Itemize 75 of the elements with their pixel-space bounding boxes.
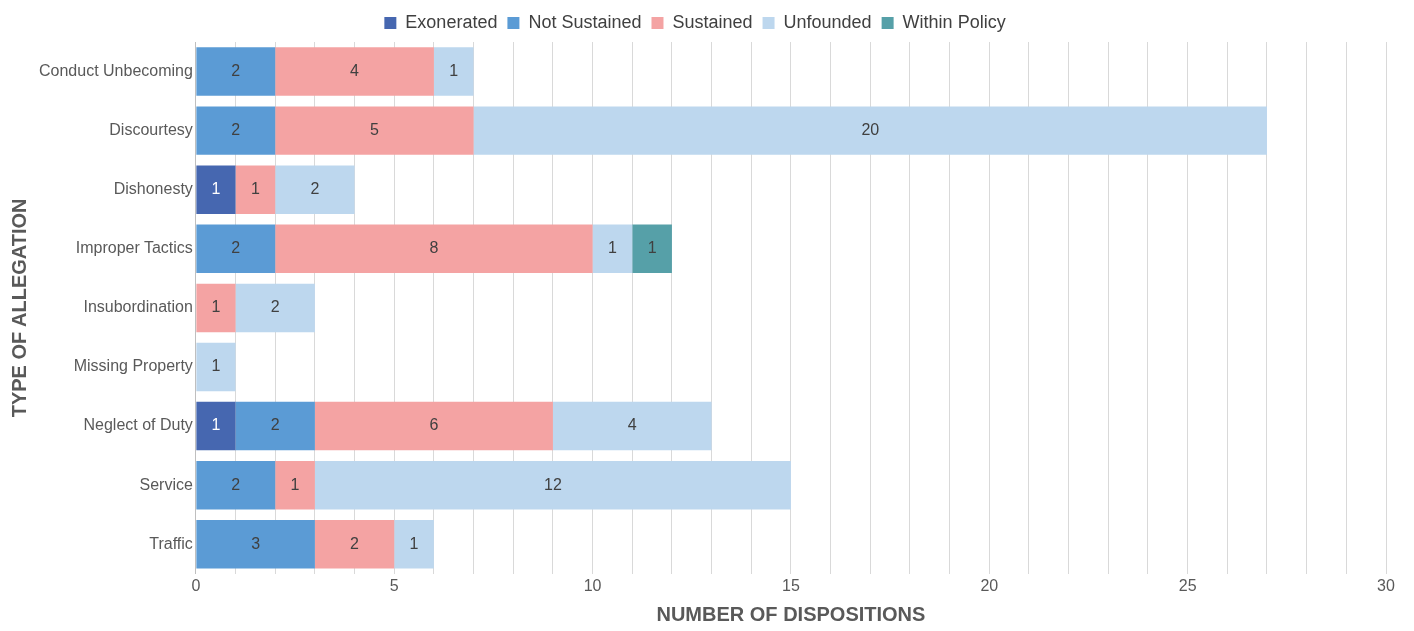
bar (275, 460, 315, 510)
y-tick-label: Discourtesy (109, 121, 193, 139)
y-axis-title: TYPE OF ALLEGATION (7, 198, 30, 418)
x-tick-label: 15 (782, 576, 800, 594)
data-label: 1 (647, 239, 657, 257)
x-tick-label: 20 (980, 576, 999, 594)
x-tick-label: 5 (389, 576, 399, 594)
data-label: 6 (429, 416, 439, 434)
x-axis-title: NUMBER OF DISPOSITIONS (656, 602, 926, 625)
data-label: 2 (270, 298, 280, 316)
bar (275, 106, 474, 155)
data-label: 1 (211, 180, 221, 198)
bar (275, 224, 593, 274)
bar (196, 283, 236, 333)
bar (196, 520, 315, 569)
bar (314, 460, 791, 510)
data-label: 3 (251, 534, 261, 552)
data-label: 2 (310, 180, 320, 198)
x-tick-label: 25 (1178, 576, 1197, 594)
data-label: 5 (369, 121, 379, 139)
bar (196, 165, 236, 214)
data-label: 1 (211, 298, 221, 316)
data-label: 4 (627, 416, 637, 434)
data-label: 4 (350, 61, 360, 79)
data-label: 2 (231, 61, 241, 79)
y-tick-label: Conduct Unbecoming (38, 61, 193, 79)
data-label: 2 (231, 475, 241, 493)
data-label: 1 (607, 239, 617, 257)
legend-label: Unfounded (783, 11, 872, 32)
legend-label: Not Sustained (528, 11, 642, 32)
data-label: 1 (290, 475, 300, 493)
data-label: 1 (409, 534, 419, 552)
bar (196, 342, 236, 392)
bar (592, 224, 633, 274)
data-label: 1 (211, 357, 221, 375)
bar (235, 401, 315, 451)
y-tick-label: Traffic (149, 534, 193, 552)
data-label: 2 (231, 239, 241, 257)
bar (196, 106, 276, 155)
data-label: 8 (429, 239, 439, 257)
bar (235, 165, 276, 214)
bar (632, 224, 672, 274)
data-label: 1 (211, 416, 221, 434)
bar (314, 520, 395, 569)
legend-label: Sustained (672, 11, 753, 32)
legend-label: Within Policy (902, 11, 1006, 32)
data-label: 2 (231, 121, 241, 139)
data-label: 1 (449, 61, 459, 79)
x-tick-label: 0 (191, 576, 201, 594)
data-label: 1 (250, 180, 260, 198)
bar (433, 47, 474, 96)
y-tick-label: Service (139, 475, 193, 493)
y-tick-label: Dishonesty (113, 180, 193, 198)
data-label: 2 (350, 534, 360, 552)
y-tick-label: Insubordination (83, 298, 193, 316)
bar (196, 47, 276, 96)
bar (473, 106, 1267, 155)
bar (552, 401, 712, 451)
legend-label: Exonerated (405, 11, 498, 32)
bar (275, 165, 355, 214)
bar (196, 224, 276, 274)
data-label: 2 (270, 416, 280, 434)
x-tick-label: 30 (1377, 576, 1395, 594)
data-label: 20 (861, 121, 880, 139)
y-tick-label: Improper Tactics (75, 239, 193, 257)
bar (235, 283, 315, 333)
x-tick-label: 10 (583, 576, 602, 594)
data-label: 12 (544, 475, 562, 493)
y-tick-label: Missing Property (73, 357, 193, 375)
bar (196, 401, 236, 451)
bar (314, 401, 553, 451)
y-tick-label: Neglect of Duty (83, 416, 193, 434)
bar (275, 47, 434, 96)
bar (196, 460, 276, 510)
bar (394, 520, 434, 569)
